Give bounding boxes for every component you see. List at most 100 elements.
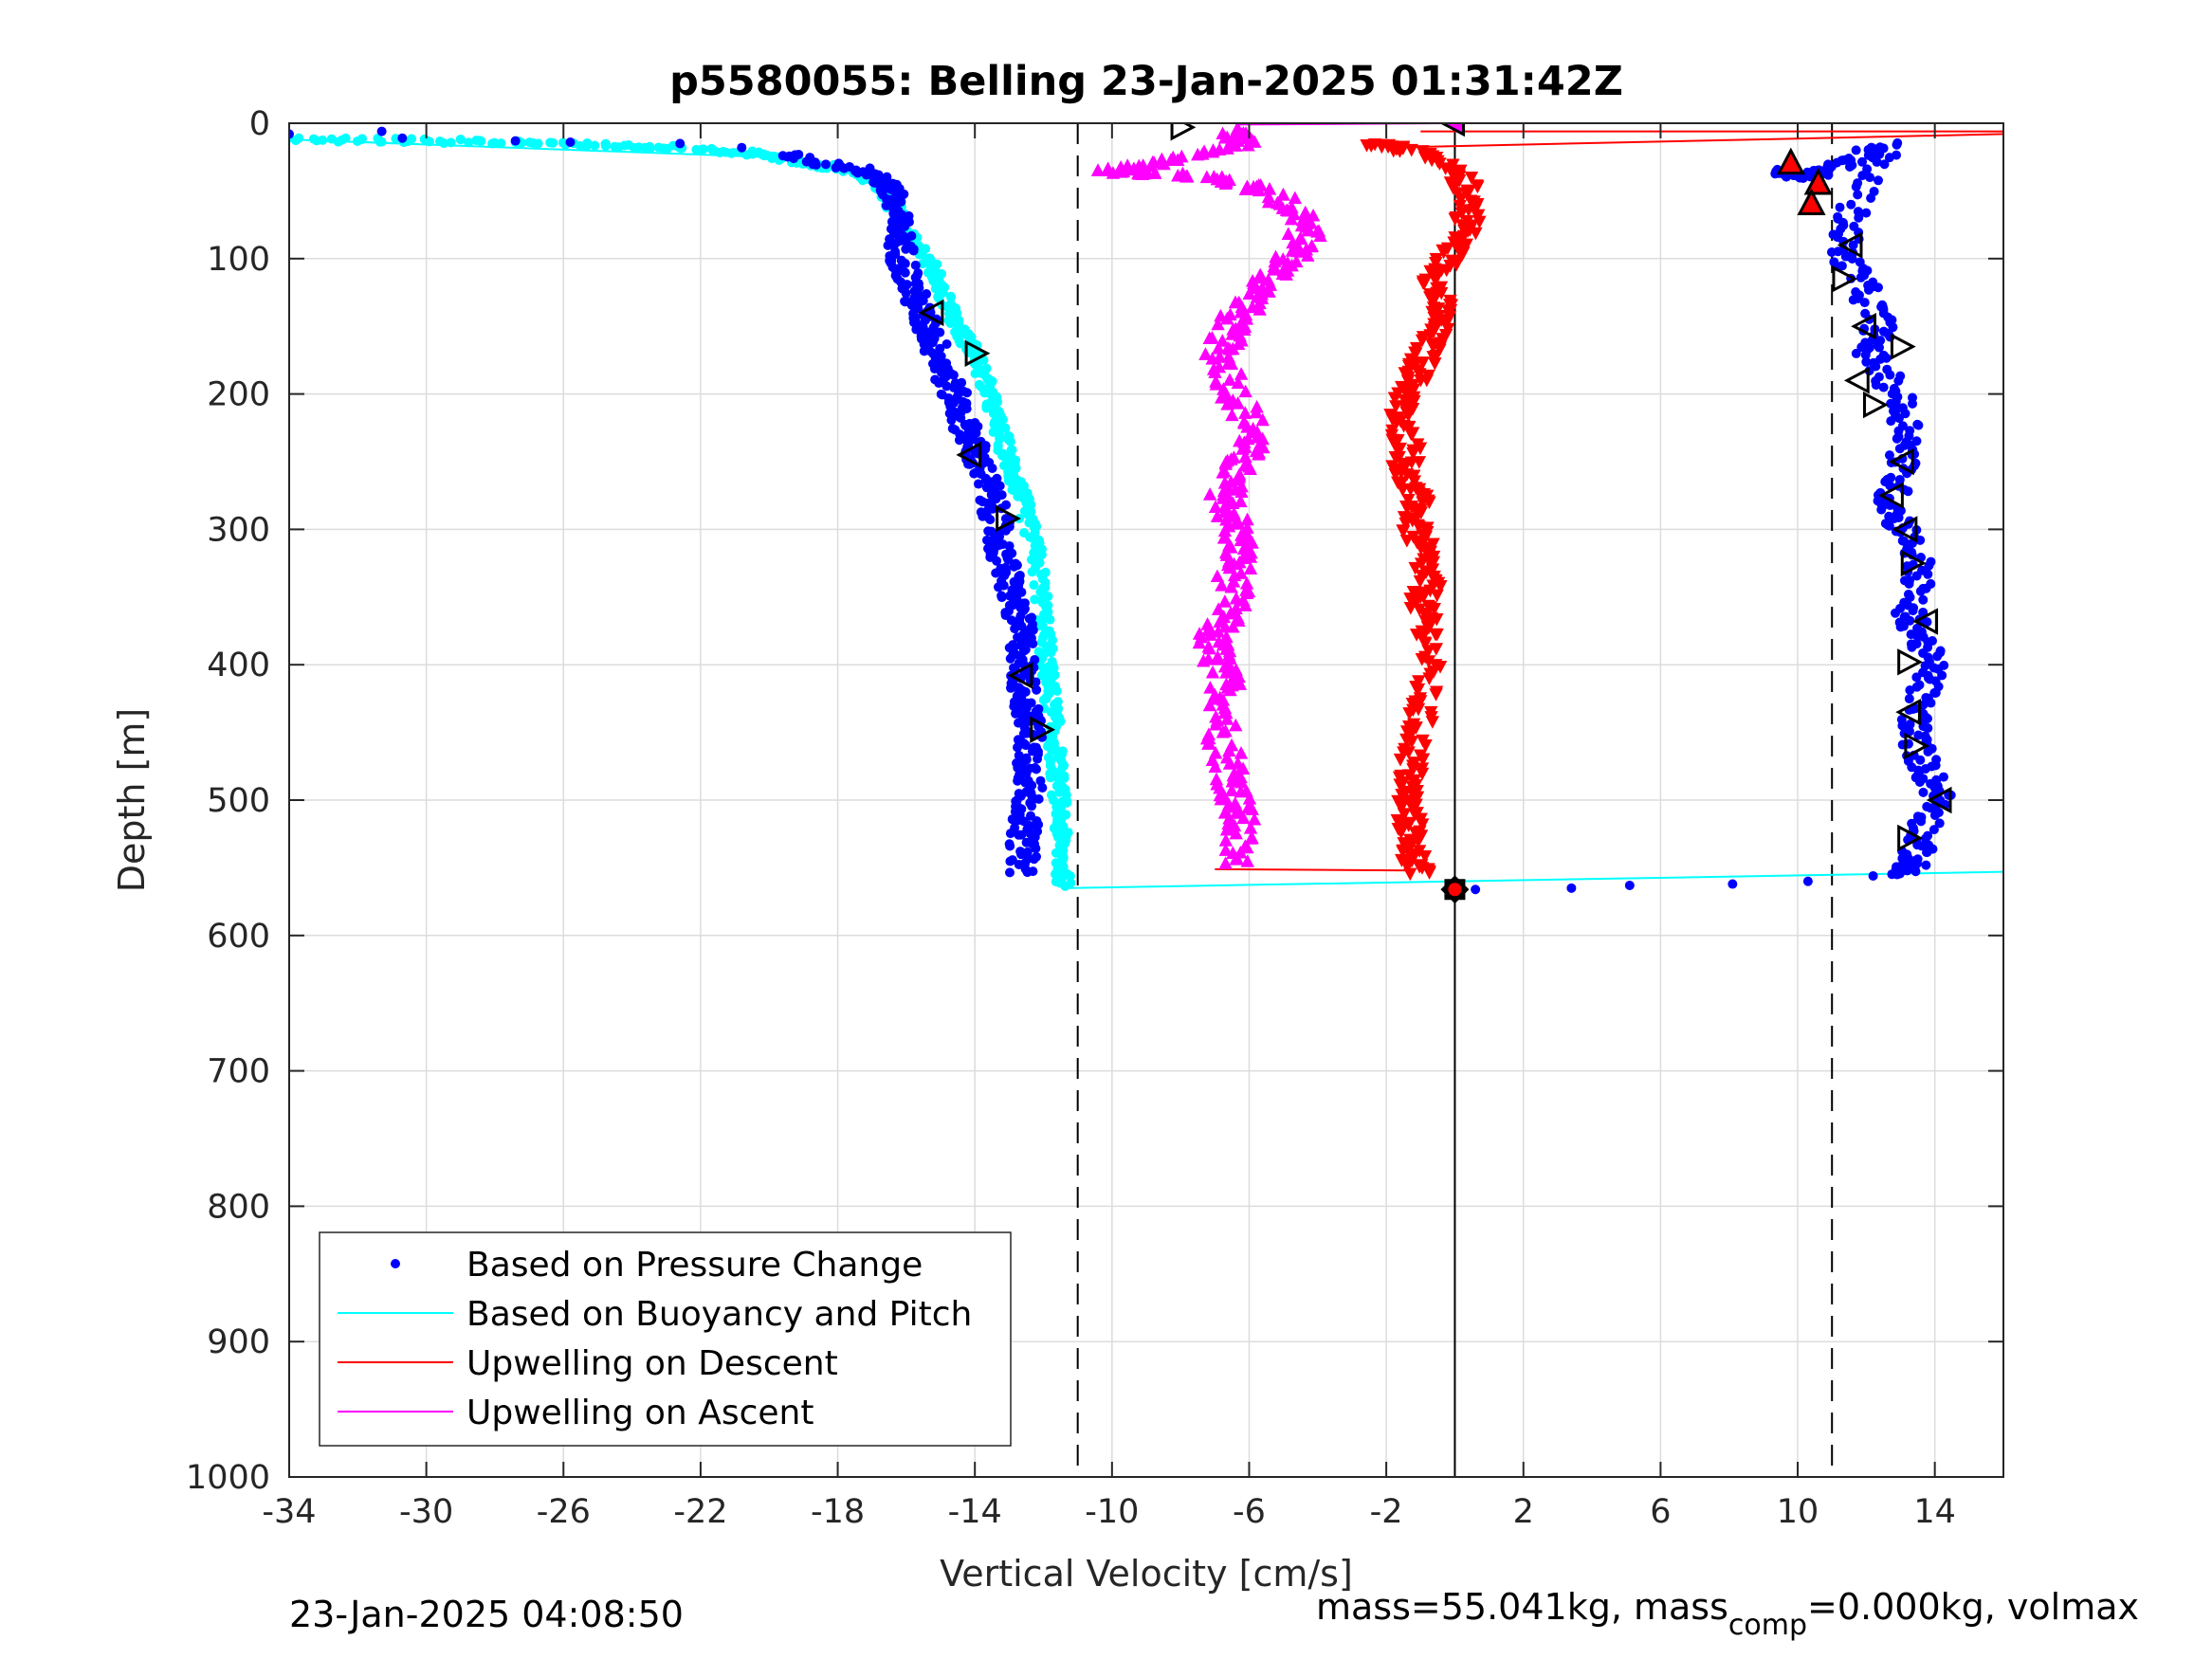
pressure-point [1895, 622, 1906, 632]
dive-marker-right [1862, 391, 1889, 419]
ascent-upwelling-marker [1179, 169, 1195, 182]
buoyancy-point [1045, 773, 1055, 783]
ascent-upwelling-marker [1238, 384, 1252, 398]
y-tick-label: 0 [249, 105, 270, 143]
pressure-point [565, 137, 576, 147]
pressure-point [1471, 884, 1481, 895]
ascent-upwelling-marker [1214, 792, 1229, 806]
ascent-upwelling-marker [1208, 365, 1222, 378]
ascent-upwelling-marker [1231, 395, 1245, 410]
descent-upwelling-marker [1472, 215, 1487, 229]
pressure-point [978, 511, 988, 521]
legend-label: Based on Buoyancy and Pitch [466, 1295, 972, 1334]
descent-upwelling-marker [1408, 561, 1422, 575]
buoyancy-point [446, 137, 456, 148]
ascent-upwelling-marker [1220, 712, 1234, 725]
descent-upwelling-marker [1405, 799, 1419, 813]
pressure-point [1016, 849, 1027, 860]
ascent-upwelling-marker [1242, 792, 1257, 805]
buoyancy-point [376, 137, 387, 147]
x-tick-label: 6 [1650, 1493, 1671, 1531]
pressure-point [1915, 755, 1926, 765]
ascent-upwelling-marker [1210, 509, 1225, 522]
pressure-point [1009, 561, 1019, 572]
buoyancy-point [590, 140, 600, 151]
ascent-upwelling-marker [1211, 340, 1226, 355]
pressure-point [1028, 639, 1038, 649]
dive-marker-right [1904, 732, 1930, 760]
pressure-point [1844, 154, 1855, 164]
dive-marker-left [1837, 231, 1863, 259]
pressure-point [289, 129, 294, 139]
ascent-upwelling-marker [1231, 375, 1246, 390]
legend: Based on Pressure Change Based on Buoyanc… [319, 1231, 1012, 1447]
descent-upwelling-marker [1387, 392, 1402, 406]
x-tick-labels: -34 -30 -26 -22 -18 -14 -10 -6 -2 2 6 10 14 [262, 1493, 1956, 1531]
ascent-upwelling-marker [1205, 665, 1220, 679]
pressure-point [910, 260, 921, 270]
pressure-point [985, 515, 996, 525]
buoyancy-point [696, 144, 706, 155]
descent-upwelling-marker [1416, 496, 1430, 510]
pressure-point [1934, 818, 1945, 829]
ascent-upwelling-marker [1275, 266, 1290, 281]
pressure-point [1922, 847, 1932, 857]
ascent-upwelling-marker [1218, 843, 1233, 856]
descent-upwelling-marker [1389, 400, 1403, 413]
buoyancy-point [407, 134, 417, 144]
pressure-point [1890, 608, 1900, 618]
legend-box [319, 1231, 1012, 1447]
y-tick-label: 800 [207, 1188, 270, 1226]
descent-upwelling-highlight [1803, 168, 1833, 195]
buoyancy-point [1051, 685, 1062, 696]
buoyancy-point [1027, 567, 1037, 577]
pressure-point [1868, 870, 1878, 881]
pressure-point [1913, 730, 1924, 740]
ascent-upwelling-marker [1228, 138, 1243, 152]
descent-upwelling-marker [1415, 334, 1430, 348]
buoyancy-point [718, 146, 728, 156]
buoyancy-point [496, 138, 506, 149]
descent-upwelling-marker [1416, 818, 1430, 832]
pressure-point [1910, 866, 1921, 877]
buoyancy-point [1045, 614, 1055, 625]
buoyancy-point [1038, 695, 1049, 705]
pressure-point [1886, 398, 1896, 409]
legend-label: Upwelling on Ascent [466, 1394, 814, 1432]
descent-upwelling-marker [1469, 227, 1483, 241]
pressure-point [1853, 190, 1863, 200]
footer-mass-suffix: =0.000kg, volmax [1807, 1586, 2139, 1628]
pressure-point [1857, 156, 1868, 167]
pressure-point [1884, 153, 1894, 163]
descent-upwelling-marker [1453, 192, 1469, 207]
ascent-upwelling-marker [1205, 352, 1219, 365]
pressure-point [1013, 775, 1023, 786]
ascent-upwelling-marker [1261, 194, 1276, 209]
ascent-upwelling-marker [1202, 698, 1217, 712]
buoyancy-point [533, 138, 543, 149]
descent-upwelling-marker [1433, 661, 1448, 674]
descent-upwelling-marker [1428, 357, 1442, 371]
ascent-upwelling-marker [1229, 516, 1244, 530]
descent-upwelling-marker [1403, 867, 1417, 882]
ascent-upwelling-marker [1206, 143, 1220, 156]
buoyancy-point [633, 142, 644, 153]
pressure-point [1888, 322, 1898, 333]
pressure-point [1847, 254, 1857, 264]
pressure-point [1005, 653, 1015, 664]
ascent-upwelling-marker [1301, 223, 1315, 237]
descent-upwelling-marker [1389, 415, 1403, 428]
ascent-upwelling-marker [1224, 579, 1238, 593]
x-tick-label: -2 [1370, 1493, 1403, 1531]
ascent-upwelling-marker [1234, 494, 1248, 508]
ascent-upwelling-marker [1192, 635, 1207, 649]
descent-upwelling-marker [1439, 264, 1453, 278]
pressure-point [1905, 685, 1915, 696]
pressure-point [1863, 144, 1874, 155]
dive-marker-left [1843, 367, 1870, 394]
descent-upwelling-marker [1404, 428, 1418, 442]
pressure-point [1913, 420, 1924, 430]
pressure-point [1923, 569, 1933, 579]
ascent-upwelling-marker [1215, 578, 1229, 592]
ascent-upwelling-marker [1250, 399, 1264, 413]
